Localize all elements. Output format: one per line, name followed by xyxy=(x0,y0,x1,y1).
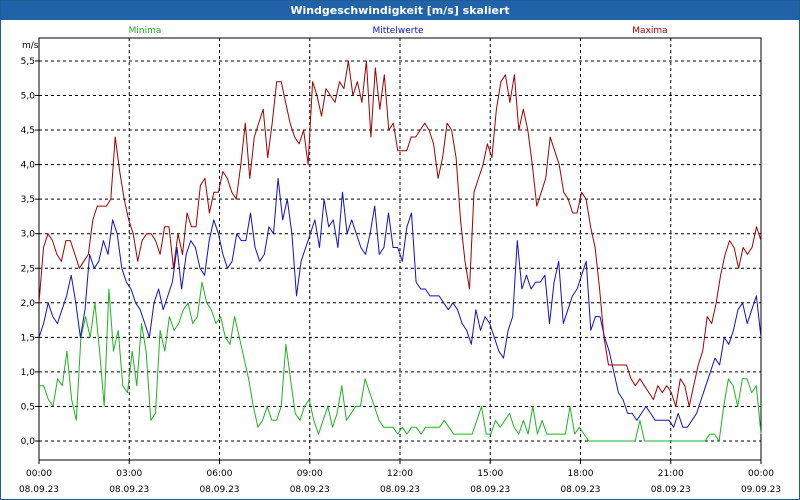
y-tick-label: 2,5 xyxy=(21,264,35,274)
y-tick-label: 1,5 xyxy=(21,333,35,343)
x-tick-time: 00:00 xyxy=(748,469,774,479)
x-tick-date: 08.09.23 xyxy=(380,485,420,495)
series-line-maxima xyxy=(38,60,762,407)
x-tick-date: 08.09.23 xyxy=(651,485,691,495)
x-axis-ticks: 00:00 08.09.23 03:00 08.09.23 06:00 08.09.23 0… xyxy=(19,460,781,495)
x-tick-date: 08.09.23 xyxy=(560,485,600,495)
y-tick-label: 3,0 xyxy=(21,230,36,240)
y-tick-label: 2,0 xyxy=(21,299,36,309)
y-tick-label: 3,5 xyxy=(21,195,35,205)
legend-item-mittelwerte: Mittelwerte xyxy=(372,26,423,36)
window-title: Windgeschwindigkeit [m/s] skaliert xyxy=(1,1,799,20)
x-tick-time: 21:00 xyxy=(658,469,684,479)
legend-item-maxima: Maxima xyxy=(632,26,667,36)
x-tick-time: 00:00 xyxy=(26,469,52,479)
legend-item-minima: Minima xyxy=(129,26,162,36)
legend: Minima Mittelwerte Maxima xyxy=(129,26,668,36)
y-tick-label: 5,5 xyxy=(21,57,35,67)
x-tick-date: 08.09.23 xyxy=(470,485,510,495)
x-tick-time: 09:00 xyxy=(297,469,323,479)
x-tick-date: 08.09.23 xyxy=(19,485,59,495)
y-tick-label: 4,0 xyxy=(21,161,36,171)
x-tick-date: 08.09.23 xyxy=(199,485,239,495)
grid-lines xyxy=(39,38,761,460)
y-axis-ticks: 0,0 0,5 1,0 1,5 2,0 2,5 3,0 3,5 4,0 4,5 5,0 5,5 xyxy=(21,57,39,447)
x-tick-time: 03:00 xyxy=(116,469,142,479)
y-tick-label: 5,0 xyxy=(21,92,36,102)
x-tick-date: 08.09.23 xyxy=(290,485,330,495)
y-tick-label: 0,5 xyxy=(21,402,35,412)
y-tick-label: 1,0 xyxy=(21,368,36,378)
series-lines xyxy=(38,60,762,442)
x-tick-time: 12:00 xyxy=(387,469,413,479)
x-tick-time: 06:00 xyxy=(207,469,233,479)
series-line-minima xyxy=(39,281,762,442)
x-tick-time: 18:00 xyxy=(568,469,594,479)
x-tick-time: 15:00 xyxy=(477,469,503,479)
y-tick-label: 4,5 xyxy=(21,126,35,136)
y-axis-label: m/s xyxy=(22,41,39,51)
x-tick-date: 08.09.23 xyxy=(109,485,149,495)
series-line-mittelwerte xyxy=(38,177,762,428)
y-tick-label: 0,0 xyxy=(21,437,36,447)
x-tick-date: 09.09.23 xyxy=(741,485,781,495)
